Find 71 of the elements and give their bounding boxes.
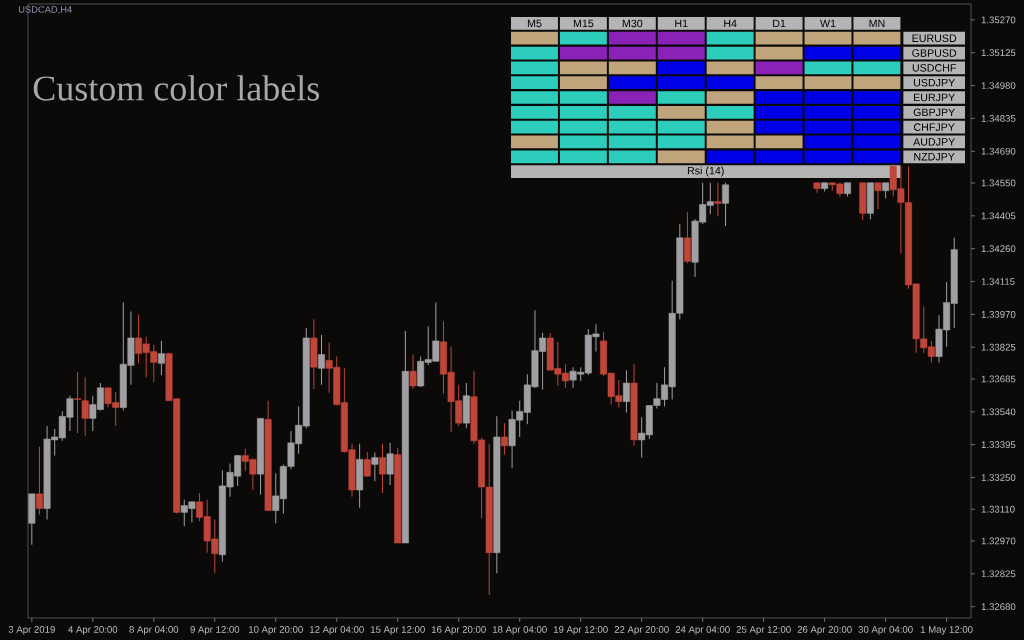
- x-tick-label: 24 Apr 04:00: [675, 626, 730, 635]
- y-tick-label: 1.34980: [981, 82, 1016, 89]
- category-label: EURJPY: [914, 93, 955, 102]
- category-label: M5: [527, 19, 542, 28]
- x-tick-label: 4 Apr 20:00: [68, 626, 118, 635]
- candlestick: [386, 442, 394, 486]
- x-tick-label: 9 Apr 12:00: [190, 626, 240, 635]
- y-tick-label: 1.34550: [981, 179, 1016, 187]
- candlestick: [81, 376, 89, 437]
- x-tick-label: 30 Apr 04:00: [858, 626, 913, 635]
- category-label: M15: [573, 19, 594, 28]
- candlestick: [622, 369, 630, 413]
- x-tick-label: 10 Apr 20:00: [249, 626, 303, 635]
- candlestick: [379, 443, 386, 494]
- candlestick: [35, 446, 43, 515]
- category-label: W1: [820, 19, 836, 28]
- category-label: USDJPY: [913, 78, 955, 87]
- candlestick: [363, 451, 371, 478]
- y-tick-label: 1.32825: [981, 570, 1016, 578]
- y-tick-label: 1.34115: [981, 278, 1015, 285]
- x-tick-label: 25 Apr 12:00: [736, 626, 791, 635]
- annotation: Custom color labels: [33, 75, 319, 101]
- x-tick-label: 16 Apr 20:00: [431, 626, 486, 635]
- candlestick: [157, 340, 165, 376]
- y-tick-label: 1.32970: [981, 537, 1016, 545]
- category-label: M30: [622, 19, 643, 28]
- category-label: MN: [869, 19, 885, 28]
- y-tick-label: 1.33825: [981, 343, 1016, 351]
- x-tick-label: 1 May 12:00: [920, 626, 973, 635]
- x-tick-label: 22 Apr 20:00: [614, 626, 669, 635]
- category-label: USDCHF: [912, 64, 956, 72]
- category-label: CHFJPY: [913, 123, 955, 131]
- y-tick-label: 1.33250: [981, 474, 1016, 481]
- y-tick-label: 1.33970: [981, 311, 1016, 318]
- x-tick-label: 12 Apr 04:00: [309, 626, 364, 635]
- x-tick-label: 19 Apr 12:00: [553, 626, 608, 635]
- y-tick-label: 1.34690: [981, 147, 1016, 155]
- y-tick-label: 1.33540: [981, 408, 1016, 416]
- candlestick: [318, 334, 325, 386]
- candlestick: [874, 182, 882, 210]
- candlestick: [683, 211, 691, 264]
- candlestick: [500, 422, 508, 456]
- category-label: H1: [675, 19, 688, 28]
- candlestick: [409, 354, 417, 390]
- x-tick-label: 15 Apr 12:00: [370, 626, 425, 635]
- candlestick: [74, 371, 82, 434]
- candlestick: [722, 182, 730, 227]
- category-label: GBPUSD: [912, 49, 957, 57]
- y-tick-label: 1.33395: [981, 441, 1016, 449]
- y-tick-label: 1.33110: [981, 505, 1015, 513]
- category-label: AUDJPY: [913, 138, 955, 146]
- x-tick-label: 3 Apr 2019: [8, 626, 55, 635]
- y-tick-label: 1.34260: [981, 245, 1016, 253]
- chart-title: USDCAD,H4: [18, 6, 72, 14]
- category-label: H4: [724, 19, 737, 28]
- y-tick-label: 1.33685: [981, 375, 1016, 383]
- candlestick: [371, 452, 379, 482]
- x-tick-label: 18 Apr 04:00: [492, 626, 547, 635]
- y-tick-label: 1.35270: [981, 16, 1016, 24]
- category-label: NZDJPY: [914, 153, 955, 161]
- y-tick-label: 1.35125: [981, 49, 1016, 57]
- category-label: EURUSD: [912, 34, 957, 42]
- x-tick-label: 26 Apr 20:00: [797, 626, 852, 635]
- text: Rsi (14): [687, 166, 724, 177]
- category-label: D1: [773, 19, 786, 28]
- y-tick-label: 1.32680: [981, 603, 1016, 611]
- y-tick-label: 1.34835: [981, 115, 1016, 122]
- y-tick-label: 1.34405: [981, 212, 1016, 220]
- category-label: GBPJPY: [913, 108, 955, 117]
- candlestick: [714, 182, 722, 217]
- x-tick-label: 8 Apr 04:00: [129, 626, 179, 635]
